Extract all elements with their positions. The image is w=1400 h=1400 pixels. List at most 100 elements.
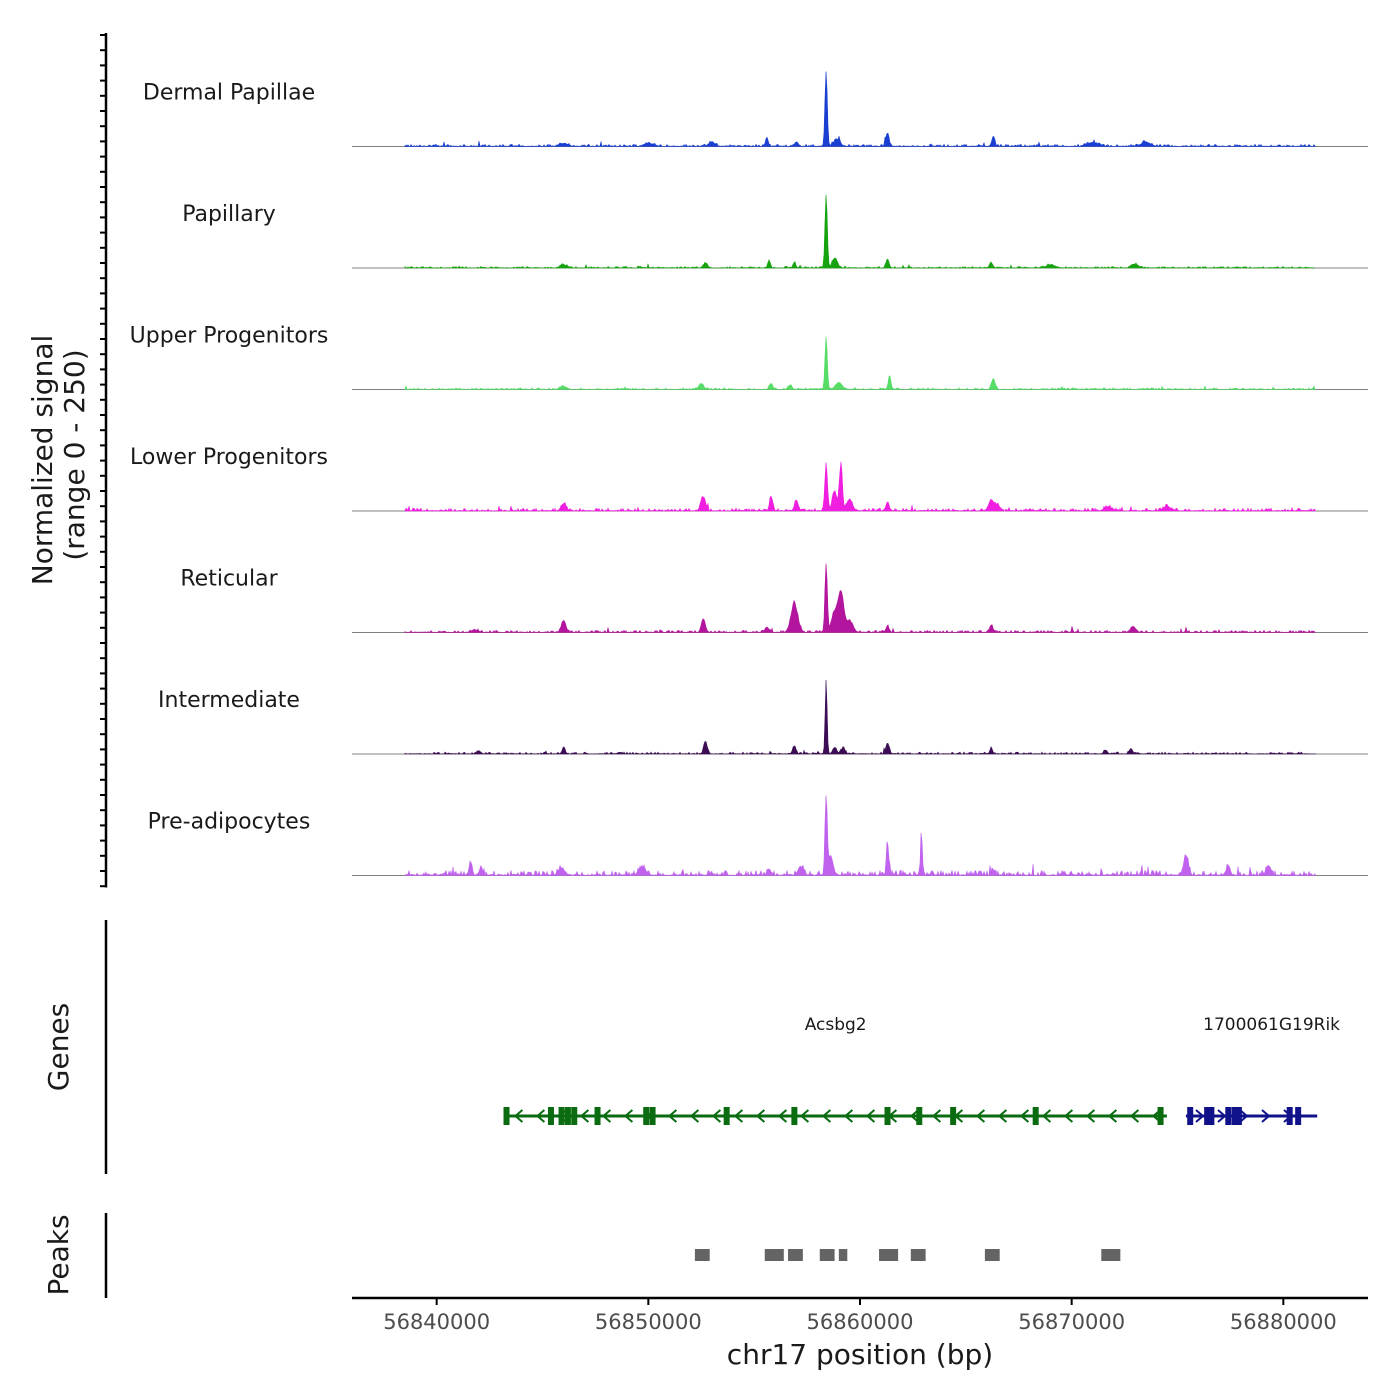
gene-exon	[950, 1107, 957, 1125]
strand-chevron	[997, 1109, 1008, 1123]
x-tick-label: 56880000	[1230, 1310, 1337, 1334]
strand-chevron	[513, 1109, 524, 1123]
signal-area	[404, 194, 1316, 269]
peak-region	[910, 1249, 926, 1261]
gene-exon	[1235, 1107, 1242, 1125]
strand-chevron	[799, 1109, 810, 1123]
signal-area	[404, 336, 1316, 391]
peaks-panel	[694, 1249, 1121, 1261]
gene-exon	[649, 1107, 656, 1125]
signal-area	[404, 71, 1316, 148]
gene-exon	[564, 1107, 571, 1125]
track-intermediate: Intermediate	[158, 679, 1368, 755]
x-axis: 56840000 56850000 56860000 56870000 56880000	[352, 1296, 1368, 1334]
strand-chevron	[1261, 1109, 1271, 1123]
strand-chevron	[931, 1109, 942, 1123]
genes-panel: Acsbg2 1700061G19Rik	[503, 1015, 1340, 1125]
strand-chevron	[623, 1109, 634, 1123]
track-label: Pre-adipocytes	[148, 810, 311, 835]
strand-chevron	[667, 1109, 678, 1123]
track-upper-progenitors: Upper Progenitors	[130, 324, 1368, 391]
strand-chevron	[1019, 1109, 1030, 1123]
track-label: Reticular	[180, 567, 278, 592]
gene-exon	[1286, 1107, 1293, 1125]
gene-exon	[1231, 1107, 1238, 1125]
peaks-axis-title: Peaks	[42, 1214, 75, 1295]
x-tick-label: 56850000	[595, 1310, 702, 1334]
signal-area	[404, 461, 1316, 512]
genes-axis-title: Genes	[42, 1003, 75, 1091]
peak-region	[788, 1249, 803, 1261]
strand-chevron	[579, 1109, 590, 1123]
gene-exon	[594, 1107, 601, 1125]
track-papillary: Papillary	[182, 194, 1368, 269]
strand-chevron	[1129, 1109, 1140, 1123]
gene-exon	[1032, 1107, 1039, 1125]
strand-chevron	[821, 1109, 832, 1123]
track-label: Upper Progenitors	[130, 324, 329, 349]
strand-chevron	[975, 1109, 986, 1123]
strand-chevron	[535, 1109, 546, 1123]
x-tick-label: 56870000	[1018, 1310, 1125, 1334]
x-tick-label: 56860000	[807, 1310, 914, 1334]
peak-region	[764, 1249, 784, 1261]
gene-exon	[1157, 1107, 1164, 1125]
strand-chevron	[601, 1109, 612, 1123]
track-pre-adipocytes: Pre-adipocytes	[148, 795, 1368, 877]
x-tick-label: 56840000	[383, 1310, 490, 1334]
strand-chevron	[1217, 1109, 1227, 1123]
strand-chevron	[777, 1109, 788, 1123]
strand-chevron	[755, 1109, 766, 1123]
gene-exon	[643, 1107, 650, 1125]
y-axis-title-line1: Normalized signal	[26, 335, 59, 586]
peak-region	[984, 1249, 1000, 1261]
gene-exon	[723, 1107, 730, 1125]
x-axis-title: chr17 position (bp)	[727, 1338, 993, 1371]
gene-exon	[503, 1107, 510, 1125]
peak-region	[819, 1249, 835, 1261]
peak-region	[1101, 1249, 1121, 1261]
strand-chevron	[843, 1109, 854, 1123]
track-dermal-papillae: Dermal Papillae	[143, 71, 1368, 148]
peak-region	[879, 1249, 899, 1261]
track-label: Dermal Papillae	[143, 81, 315, 106]
signal-area	[404, 563, 1316, 634]
gene-1700061g19rik: 1700061G19Rik	[1185, 1015, 1340, 1125]
gene-acsbg2: Acsbg2	[503, 1015, 1167, 1125]
gene-exon	[916, 1107, 923, 1125]
track-label: Intermediate	[158, 688, 300, 713]
strand-chevron	[711, 1109, 722, 1123]
track-label: Papillary	[182, 202, 276, 227]
coverage-tracks: Dermal Papillae Papillary Upper Progenitor…	[130, 71, 1368, 877]
peak-region	[694, 1249, 710, 1261]
track-lower-progenitors: Lower Progenitors	[130, 445, 1368, 512]
gene-exon	[884, 1107, 891, 1125]
strand-chevron	[865, 1109, 876, 1123]
gene-exon	[791, 1107, 798, 1125]
strand-chevron	[909, 1109, 920, 1123]
strand-chevron	[689, 1109, 700, 1123]
gene-exon	[1225, 1107, 1232, 1125]
gene-label: 1700061G19Rik	[1203, 1015, 1340, 1035]
strand-chevron	[1063, 1109, 1074, 1123]
signal-area	[404, 795, 1316, 877]
y-axis-title-line2: (range 0 - 250)	[58, 349, 91, 560]
left-axes	[100, 33, 108, 1298]
gene-exon	[1187, 1107, 1194, 1125]
gene-exon	[1295, 1107, 1302, 1125]
track-label: Lower Progenitors	[130, 445, 328, 470]
strand-chevron	[1085, 1109, 1096, 1123]
track-reticular: Reticular	[180, 563, 1368, 634]
gene-exon	[1204, 1107, 1211, 1125]
strand-chevron	[733, 1109, 744, 1123]
gene-exon	[571, 1107, 578, 1125]
strand-chevron	[1195, 1109, 1205, 1123]
gene-exon	[547, 1107, 554, 1125]
peak-region	[838, 1249, 848, 1261]
gene-label: Acsbg2	[805, 1015, 867, 1035]
strand-chevron	[1239, 1109, 1249, 1123]
signal-area	[404, 679, 1316, 755]
strand-chevron	[1041, 1109, 1052, 1123]
